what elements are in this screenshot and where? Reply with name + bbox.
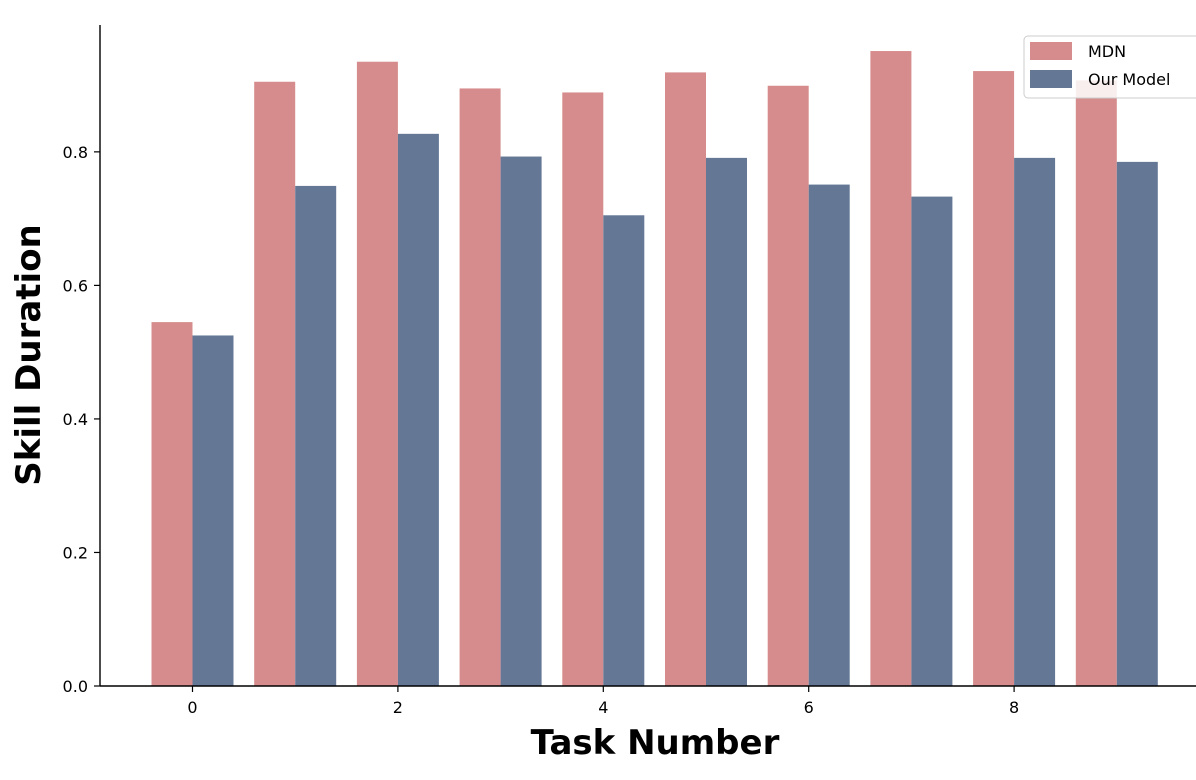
x-tick-label: 0 <box>187 698 197 717</box>
x-tick-label: 6 <box>804 698 814 717</box>
x-ticks: 0 2 4 6 8 <box>187 686 1019 717</box>
y-axis-title: Skill Duration <box>9 224 49 486</box>
bar-our-model-4 <box>603 215 645 686</box>
x-tick-label: 2 <box>393 698 403 717</box>
y-tick-label: 0.0 <box>63 677 88 696</box>
y-tick-label: 0.6 <box>63 276 88 295</box>
x-tick-label: 4 <box>598 698 608 717</box>
x-tick-label: 8 <box>1009 698 1019 717</box>
bar-mdn-3 <box>459 88 501 686</box>
bar-our-model-8 <box>1014 157 1056 686</box>
bar-our-model-9 <box>1116 161 1158 687</box>
legend: MDN Our Model <box>1023 35 1196 99</box>
bar-mdn-9 <box>1075 80 1117 686</box>
bar-mdn-7 <box>870 51 912 687</box>
bar-mdn-5 <box>665 72 706 687</box>
bar-our-model-5 <box>706 157 747 686</box>
legend-swatch-mdn <box>1030 42 1072 60</box>
bar-mdn-0 <box>151 322 193 686</box>
bar-mdn-4 <box>562 92 604 686</box>
bars-group <box>151 51 1158 687</box>
y-ticks: 0.0 0.2 0.4 0.6 0.8 <box>63 143 100 696</box>
y-tick-label: 0.8 <box>63 143 88 162</box>
bar-our-model-0 <box>192 335 234 686</box>
bar-mdn-8 <box>973 71 1015 686</box>
bar-our-model-6 <box>808 184 850 686</box>
legend-label: Our Model <box>1088 70 1170 89</box>
bar-our-model-2 <box>397 133 439 687</box>
legend-label: MDN <box>1088 42 1126 61</box>
bar-our-model-1 <box>295 185 337 686</box>
legend-swatch-our-model <box>1030 70 1072 88</box>
axes <box>99 25 1196 687</box>
bar-mdn-6 <box>767 85 809 686</box>
bar-our-model-3 <box>500 156 542 686</box>
bar-mdn-2 <box>356 61 398 686</box>
y-tick-label: 0.2 <box>63 543 88 562</box>
bar-our-model-7 <box>911 196 953 686</box>
bar-mdn-1 <box>254 81 296 687</box>
y-tick-label: 0.4 <box>63 410 88 429</box>
x-axis-title: Task Number <box>531 723 780 763</box>
